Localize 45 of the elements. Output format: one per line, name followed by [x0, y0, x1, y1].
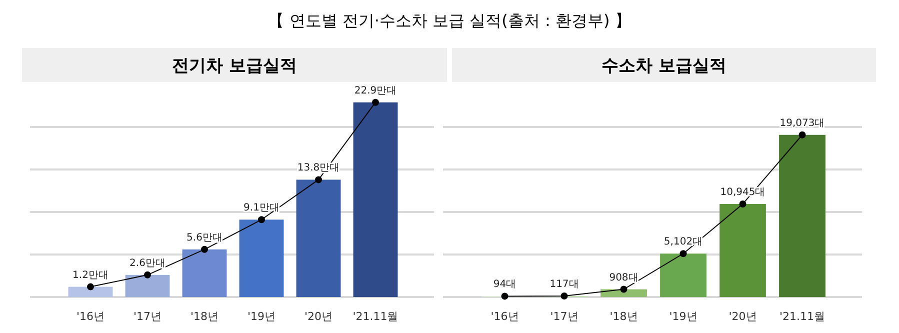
data-label: 94대: [493, 279, 516, 290]
point: [372, 98, 379, 106]
x-tick-label: '16년: [490, 310, 519, 323]
point: [201, 246, 208, 253]
data-label: 1.2만대: [72, 270, 108, 281]
x-tick-label: '19년: [669, 310, 698, 323]
x-tick-label: '17년: [133, 310, 162, 323]
bar: [779, 134, 826, 297]
x-tick-label: '21.11월: [779, 310, 826, 323]
point: [739, 200, 746, 208]
point: [620, 286, 628, 293]
data-label: 117대: [550, 279, 579, 290]
bar: [720, 204, 766, 297]
bar: [68, 286, 113, 297]
x-tick-label: '21.11월: [352, 310, 398, 323]
data-label: 908대: [609, 272, 638, 284]
data-label: 9.1만대: [244, 202, 280, 214]
chart-title: 전기차 보급실적: [172, 56, 297, 76]
bar: [182, 249, 227, 297]
point: [501, 292, 508, 300]
x-tick-label: '17년: [550, 310, 578, 323]
bar: [125, 274, 170, 297]
point: [798, 131, 806, 138]
bar: [239, 220, 284, 297]
data-label: 19,073대: [780, 118, 825, 129]
x-tick-label: '20년: [304, 310, 333, 323]
x-tick-label: '20년: [728, 310, 757, 323]
bar: [353, 102, 398, 297]
data-label: 5.6만대: [186, 232, 222, 244]
data-label: 22.9만대: [354, 85, 397, 96]
point: [144, 271, 151, 278]
point: [560, 292, 568, 300]
x-tick-label: '19년: [247, 310, 276, 323]
x-tick-label: '18년: [610, 310, 638, 323]
point: [87, 283, 94, 290]
point: [315, 176, 322, 184]
chart-title: 수소차 보급실적: [602, 56, 726, 76]
bar: [296, 180, 341, 297]
x-tick-label: '16년: [76, 310, 105, 323]
data-label: 2.6만대: [130, 258, 166, 269]
point: [680, 250, 687, 258]
point: [258, 216, 265, 224]
x-tick-label: '18년: [190, 310, 219, 323]
text: 【 연도별 전기·수소차 보급 실적(출처 : 환경부) 】: [268, 11, 631, 30]
bar: [660, 254, 706, 297]
